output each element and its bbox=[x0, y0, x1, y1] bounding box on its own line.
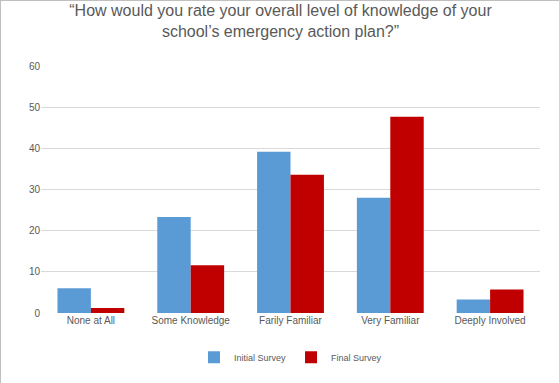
svg-text:Deeply Involved: Deeply Involved bbox=[455, 315, 526, 326]
svg-text:0: 0 bbox=[34, 308, 40, 319]
svg-text:Some Knowledge: Some Knowledge bbox=[152, 315, 231, 326]
svg-text:“How would you rate your overa: “How would you rate your overall level o… bbox=[69, 2, 492, 40]
svg-text:30: 30 bbox=[29, 184, 41, 195]
svg-text:Initial Survey: Initial Survey bbox=[234, 353, 286, 363]
svg-text:60: 60 bbox=[29, 61, 41, 72]
svg-text:Very Familiar: Very Familiar bbox=[361, 315, 420, 326]
svg-text:None at All: None at All bbox=[67, 315, 115, 326]
svg-text:10: 10 bbox=[29, 266, 41, 277]
svg-text:Final Survey: Final Survey bbox=[331, 353, 382, 363]
svg-text:Farily Familiar: Farily Familiar bbox=[259, 315, 322, 326]
svg-text:50: 50 bbox=[29, 102, 41, 113]
svg-text:20: 20 bbox=[29, 225, 41, 236]
svg-text:40: 40 bbox=[29, 143, 41, 154]
